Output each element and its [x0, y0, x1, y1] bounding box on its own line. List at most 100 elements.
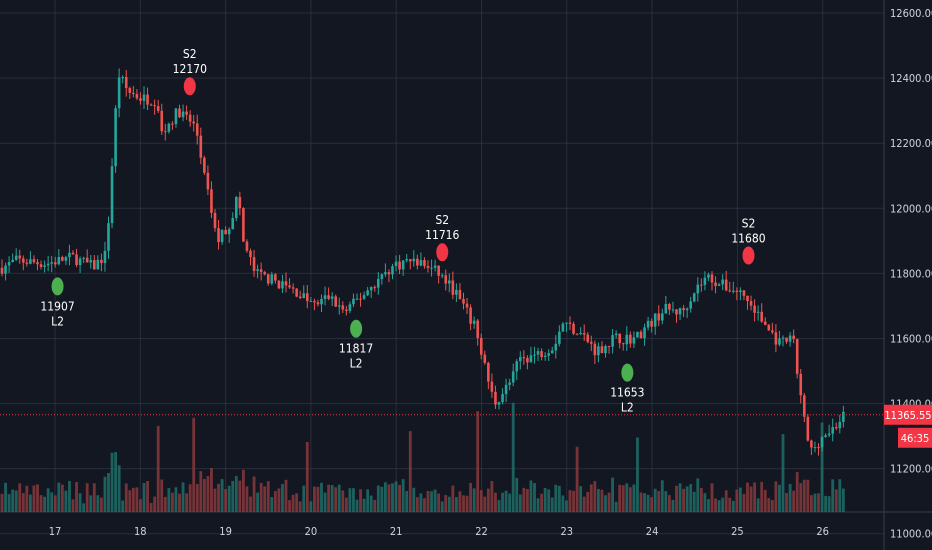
candle-body	[472, 320, 476, 324]
volume-bar	[710, 483, 714, 512]
volume-bar	[337, 484, 341, 512]
volume-bar	[632, 484, 636, 512]
candle-body	[700, 284, 703, 286]
volume-bar	[586, 491, 590, 512]
candle-body	[380, 274, 384, 279]
candle-body	[359, 298, 362, 300]
candle-body	[756, 311, 760, 313]
volume-bar	[526, 489, 529, 512]
candle-body	[93, 260, 96, 270]
candle-body	[590, 341, 593, 344]
candle-body	[146, 94, 149, 105]
time-axis[interactable]: 17 18 19 20 21 22 23 24 25 26	[49, 525, 829, 538]
candle-body	[529, 355, 533, 363]
volume-bar	[760, 481, 764, 512]
volume-bar	[802, 479, 806, 512]
candle-body	[185, 111, 188, 115]
candle-body	[149, 104, 153, 106]
candle-body	[373, 287, 377, 289]
candle-body	[171, 123, 174, 125]
candle-body	[288, 285, 291, 288]
candle-body	[313, 300, 316, 303]
candle-body	[838, 421, 842, 429]
volume-bar	[50, 492, 54, 512]
price-tick-label: 11600.00	[890, 332, 932, 345]
volume-bar	[653, 488, 657, 512]
volume-bar	[366, 489, 370, 512]
candle-body	[75, 254, 78, 265]
volume-bar	[600, 489, 604, 512]
volume-bar	[589, 484, 593, 512]
volume-bar	[618, 484, 622, 512]
volume-bar	[834, 489, 838, 512]
candle-body	[522, 357, 526, 359]
volume-bar	[256, 492, 259, 512]
volume-bar	[838, 479, 842, 512]
signal-label: L2	[51, 314, 64, 328]
time-tick-label: 25	[731, 525, 744, 538]
candle-body	[142, 94, 146, 101]
volume-bar	[565, 500, 568, 512]
candle-body	[167, 123, 171, 132]
candle-body	[732, 290, 735, 292]
candle-body	[43, 265, 46, 267]
candle-body	[11, 259, 14, 263]
volume-bar	[664, 491, 668, 512]
signal-markers: L211907S212170L211817S211716L211653S2116…	[40, 47, 765, 414]
candle-body	[7, 262, 11, 266]
volume-bar	[739, 487, 742, 512]
candle-body	[558, 331, 561, 344]
volume-bar	[25, 485, 29, 512]
candle-body	[824, 435, 827, 437]
volume-bar	[206, 476, 210, 512]
volume-bar	[426, 490, 430, 512]
volume-bar	[327, 484, 330, 512]
volume-bar	[628, 487, 632, 512]
candle-body	[458, 289, 462, 299]
volume-bar	[827, 496, 831, 512]
signal-dot	[436, 243, 449, 262]
volume-bar	[82, 503, 86, 512]
signal-dot	[621, 363, 634, 382]
volume-bar	[18, 483, 22, 512]
volume-bar	[36, 484, 39, 512]
volume-bar	[668, 495, 671, 512]
volume-bar	[675, 485, 678, 512]
volume-bar	[124, 483, 128, 512]
candle-body	[444, 275, 448, 284]
signal-label: L2	[350, 357, 363, 371]
candle-body	[345, 309, 348, 311]
candle-body	[188, 114, 192, 122]
volume-bar	[188, 484, 192, 512]
candle-body	[316, 302, 320, 305]
candle-body	[582, 332, 586, 335]
volume-bar	[7, 494, 11, 512]
volume-bar	[92, 483, 96, 512]
candle-body	[181, 111, 185, 118]
time-tick-label: 20	[305, 525, 318, 538]
candle-body	[817, 447, 820, 449]
candle-body	[203, 157, 206, 173]
volume-bar	[100, 497, 103, 512]
candle-body	[465, 303, 469, 308]
price-axis[interactable]: 12600.00 12400.00 12200.00 12000.00 11800.00…	[890, 7, 932, 541]
price-tick-label: 11000.00	[890, 528, 932, 541]
candle-body	[575, 333, 579, 335]
candle-body	[462, 298, 465, 304]
candle-body	[263, 272, 266, 275]
volume-bar	[64, 490, 68, 512]
candle-body	[771, 330, 774, 333]
volume-bars	[0, 402, 845, 512]
volume-bar	[60, 484, 64, 512]
candle-body	[259, 269, 263, 273]
candle-body	[419, 260, 423, 266]
candle-body	[430, 267, 433, 269]
candle-body	[291, 287, 295, 289]
signal-price: 11653	[610, 386, 644, 400]
candle-body	[760, 311, 763, 322]
candle-body	[398, 261, 401, 270]
volume-bar	[486, 488, 490, 512]
volume-bar	[96, 495, 100, 512]
volume-bar	[273, 491, 277, 512]
